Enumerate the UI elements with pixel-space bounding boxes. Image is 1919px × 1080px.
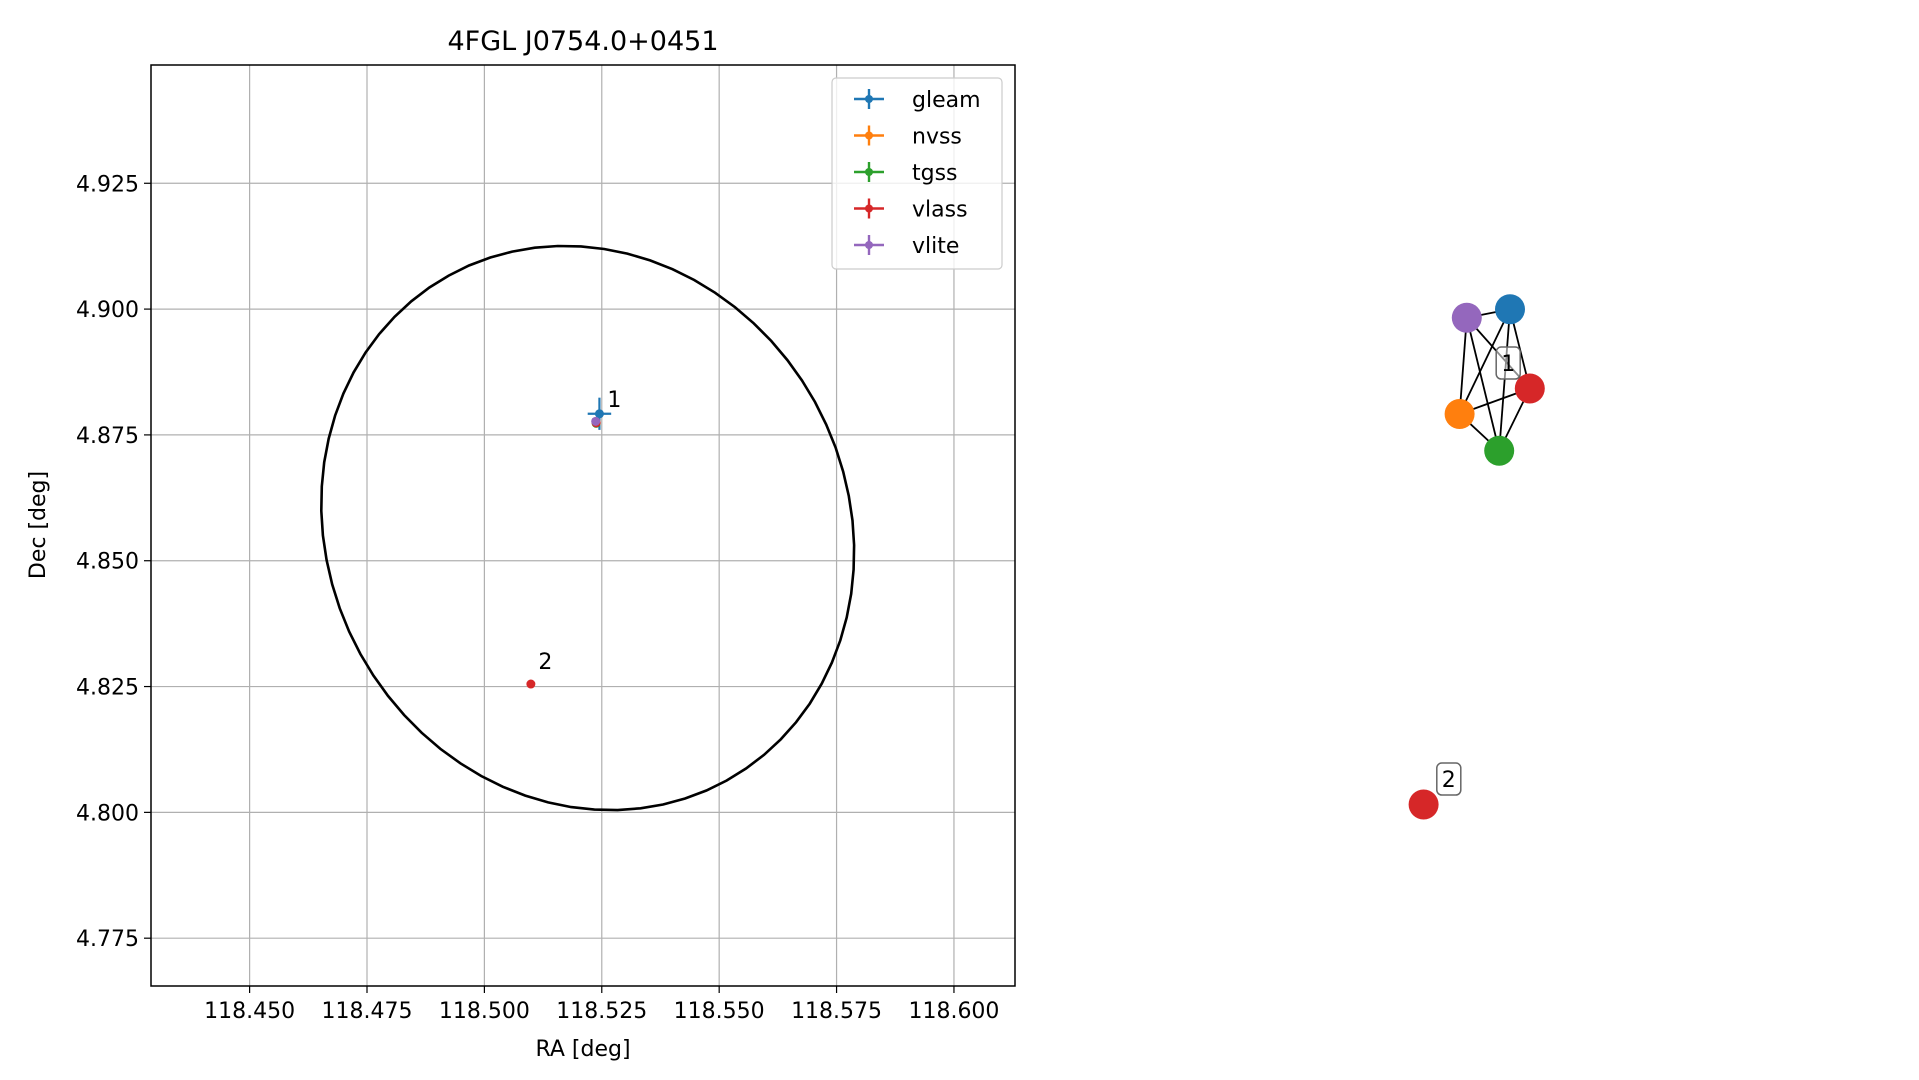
point-marker <box>594 409 604 419</box>
point-vlass <box>526 679 536 689</box>
legend-entry-gleam: gleam <box>854 88 981 113</box>
point-annotation: 2 <box>538 650 552 675</box>
legend-marker-dot <box>865 131 873 140</box>
legend-entry-tgss: tgss <box>854 161 958 186</box>
legend: gleam nvss tgss vlass vlite <box>831 77 1003 270</box>
point-marker <box>526 679 536 689</box>
uncertainty-ellipse-layer <box>319 244 856 812</box>
y-tick-label: 4.850 <box>76 550 139 575</box>
axes-frame <box>150 64 1016 987</box>
y-ticks: 4.775 4.800 4.825 4.850 4.875 4.900 4.925 <box>76 172 151 952</box>
y-axis-label: Dec [deg] <box>26 471 51 579</box>
legend-marker-dot <box>865 204 873 213</box>
legend-label: nvss <box>912 125 962 150</box>
uncertainty-ellipse <box>319 244 856 812</box>
x-tick-label: 118.475 <box>322 999 413 1024</box>
x-axis-label: RA [deg] <box>535 1037 630 1062</box>
point-annotation: 1 <box>607 388 621 413</box>
source-points <box>526 397 612 689</box>
point-marker <box>591 416 601 426</box>
network-nodes <box>1408 294 1545 820</box>
legend-marker-dot <box>865 168 873 176</box>
cross-match-network: 12 <box>1408 294 1545 820</box>
x-tick-label: 118.525 <box>556 999 647 1024</box>
legend-label: tgss <box>912 161 958 186</box>
y-tick-label: 4.775 <box>76 927 139 952</box>
x-ticks: 118.450 118.475 118.500 118.525 118.550 118.5… <box>204 986 999 1024</box>
x-tick-label: 118.600 <box>908 999 999 1024</box>
legend-entry-vlass: vlass <box>854 198 968 223</box>
sky-position-plot: 118.450 118.475 118.500 118.525 118.550 118.5… <box>26 26 1016 1062</box>
network-cluster-label: 2 <box>1436 762 1462 796</box>
network-edge <box>1458 317 1468 415</box>
x-tick-label: 118.500 <box>439 999 530 1024</box>
label-text: 1 <box>1501 352 1515 377</box>
network-node-nvss <box>1444 398 1475 429</box>
network-node-vlite <box>1451 302 1482 333</box>
legend-label: vlite <box>912 234 959 259</box>
network-node-tgss <box>1484 435 1515 466</box>
legend-frame <box>831 77 1003 270</box>
label-text: 2 <box>1442 768 1456 793</box>
network-edge <box>1498 309 1511 451</box>
network-edge <box>1465 317 1501 451</box>
x-tick-label: 118.575 <box>791 999 882 1024</box>
point-annotations: 12 <box>538 388 621 675</box>
network-node-vlass-1 <box>1514 373 1545 404</box>
legend-label: gleam <box>912 88 981 113</box>
network-node-gleam <box>1495 294 1525 325</box>
y-tick-label: 4.875 <box>76 424 139 449</box>
y-tick-label: 4.925 <box>76 172 139 197</box>
network-edge <box>1458 308 1511 415</box>
point-vlite <box>591 416 601 426</box>
network-node-vlass-2 <box>1408 789 1439 820</box>
label-box <box>1436 762 1462 796</box>
legend-entry-vlite: vlite <box>854 234 959 259</box>
legend-label: vlass <box>912 198 968 223</box>
label-box <box>1495 346 1521 380</box>
x-tick-label: 118.550 <box>674 999 765 1024</box>
x-tick-label: 118.450 <box>204 999 295 1024</box>
legend-marker-dot <box>865 241 873 249</box>
network-labels: 12 <box>1436 346 1521 796</box>
legend-entry-nvss: nvss <box>854 125 962 150</box>
y-tick-label: 4.800 <box>76 801 139 826</box>
legend-marker-dot <box>865 95 873 103</box>
chart-title: 4FGL J0754.0+0451 <box>447 26 718 57</box>
y-tick-label: 4.900 <box>76 298 139 323</box>
network-cluster-label: 1 <box>1495 346 1521 380</box>
y-tick-label: 4.825 <box>76 676 139 701</box>
